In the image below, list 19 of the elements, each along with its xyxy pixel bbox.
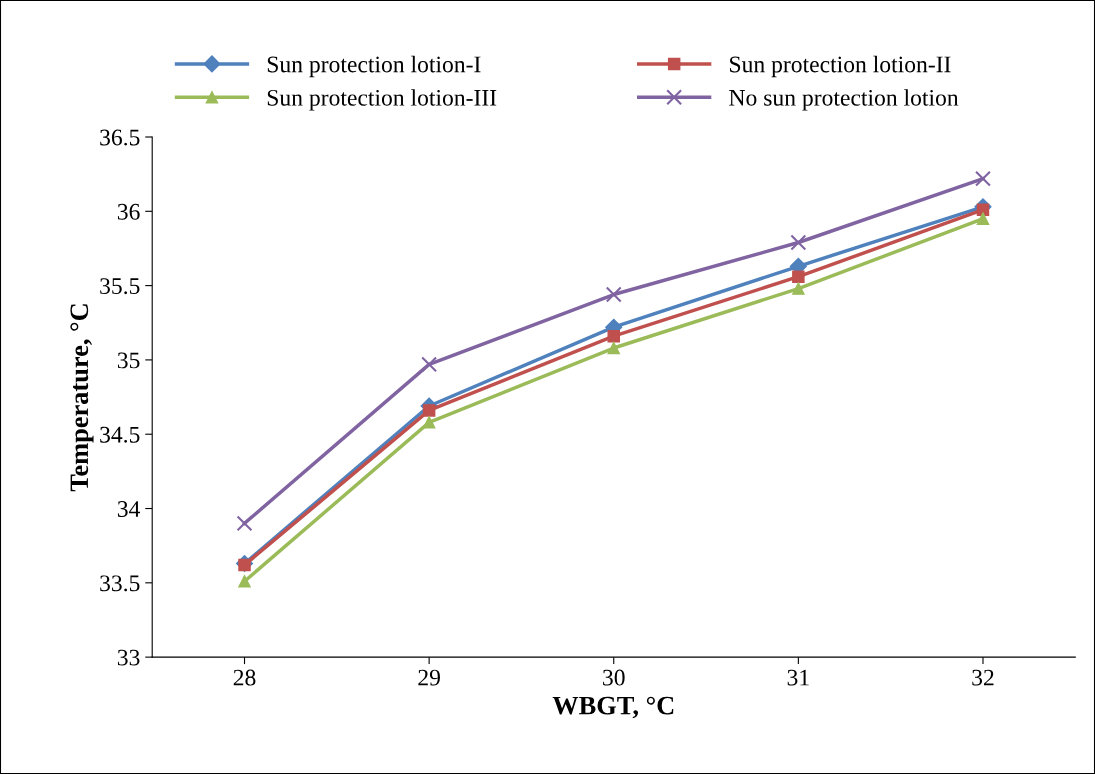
y-tick-label: 35 (117, 352, 140, 369)
y-tick-label: 36.5 (100, 129, 140, 146)
x-axis-title: WBGT, °C (552, 696, 674, 719)
legend-label: Sun protection lotion-I (267, 55, 481, 78)
x-tick-label: 31 (787, 669, 809, 686)
y-tick-label: 34.5 (100, 426, 140, 443)
x-tick-label: 32 (972, 669, 994, 686)
y-axis-title: Temperature, °C (70, 304, 94, 492)
legend-label: Sun protection lotion-II (730, 55, 951, 78)
legend-label: Sun protection lotion-III (267, 89, 497, 111)
y-tick-label: 33.5 (100, 575, 140, 592)
x-tick-label: 29 (418, 669, 440, 686)
y-tick-label: 33 (117, 649, 140, 666)
x-tick-label: 28 (233, 669, 256, 686)
y-tick-label: 34 (117, 501, 141, 517)
y-tick-label: 35.5 (100, 278, 140, 295)
legend-label: No sun protection lotion (729, 89, 959, 111)
y-tick-label: 36 (117, 203, 140, 220)
x-tick-label: 30 (603, 669, 625, 686)
